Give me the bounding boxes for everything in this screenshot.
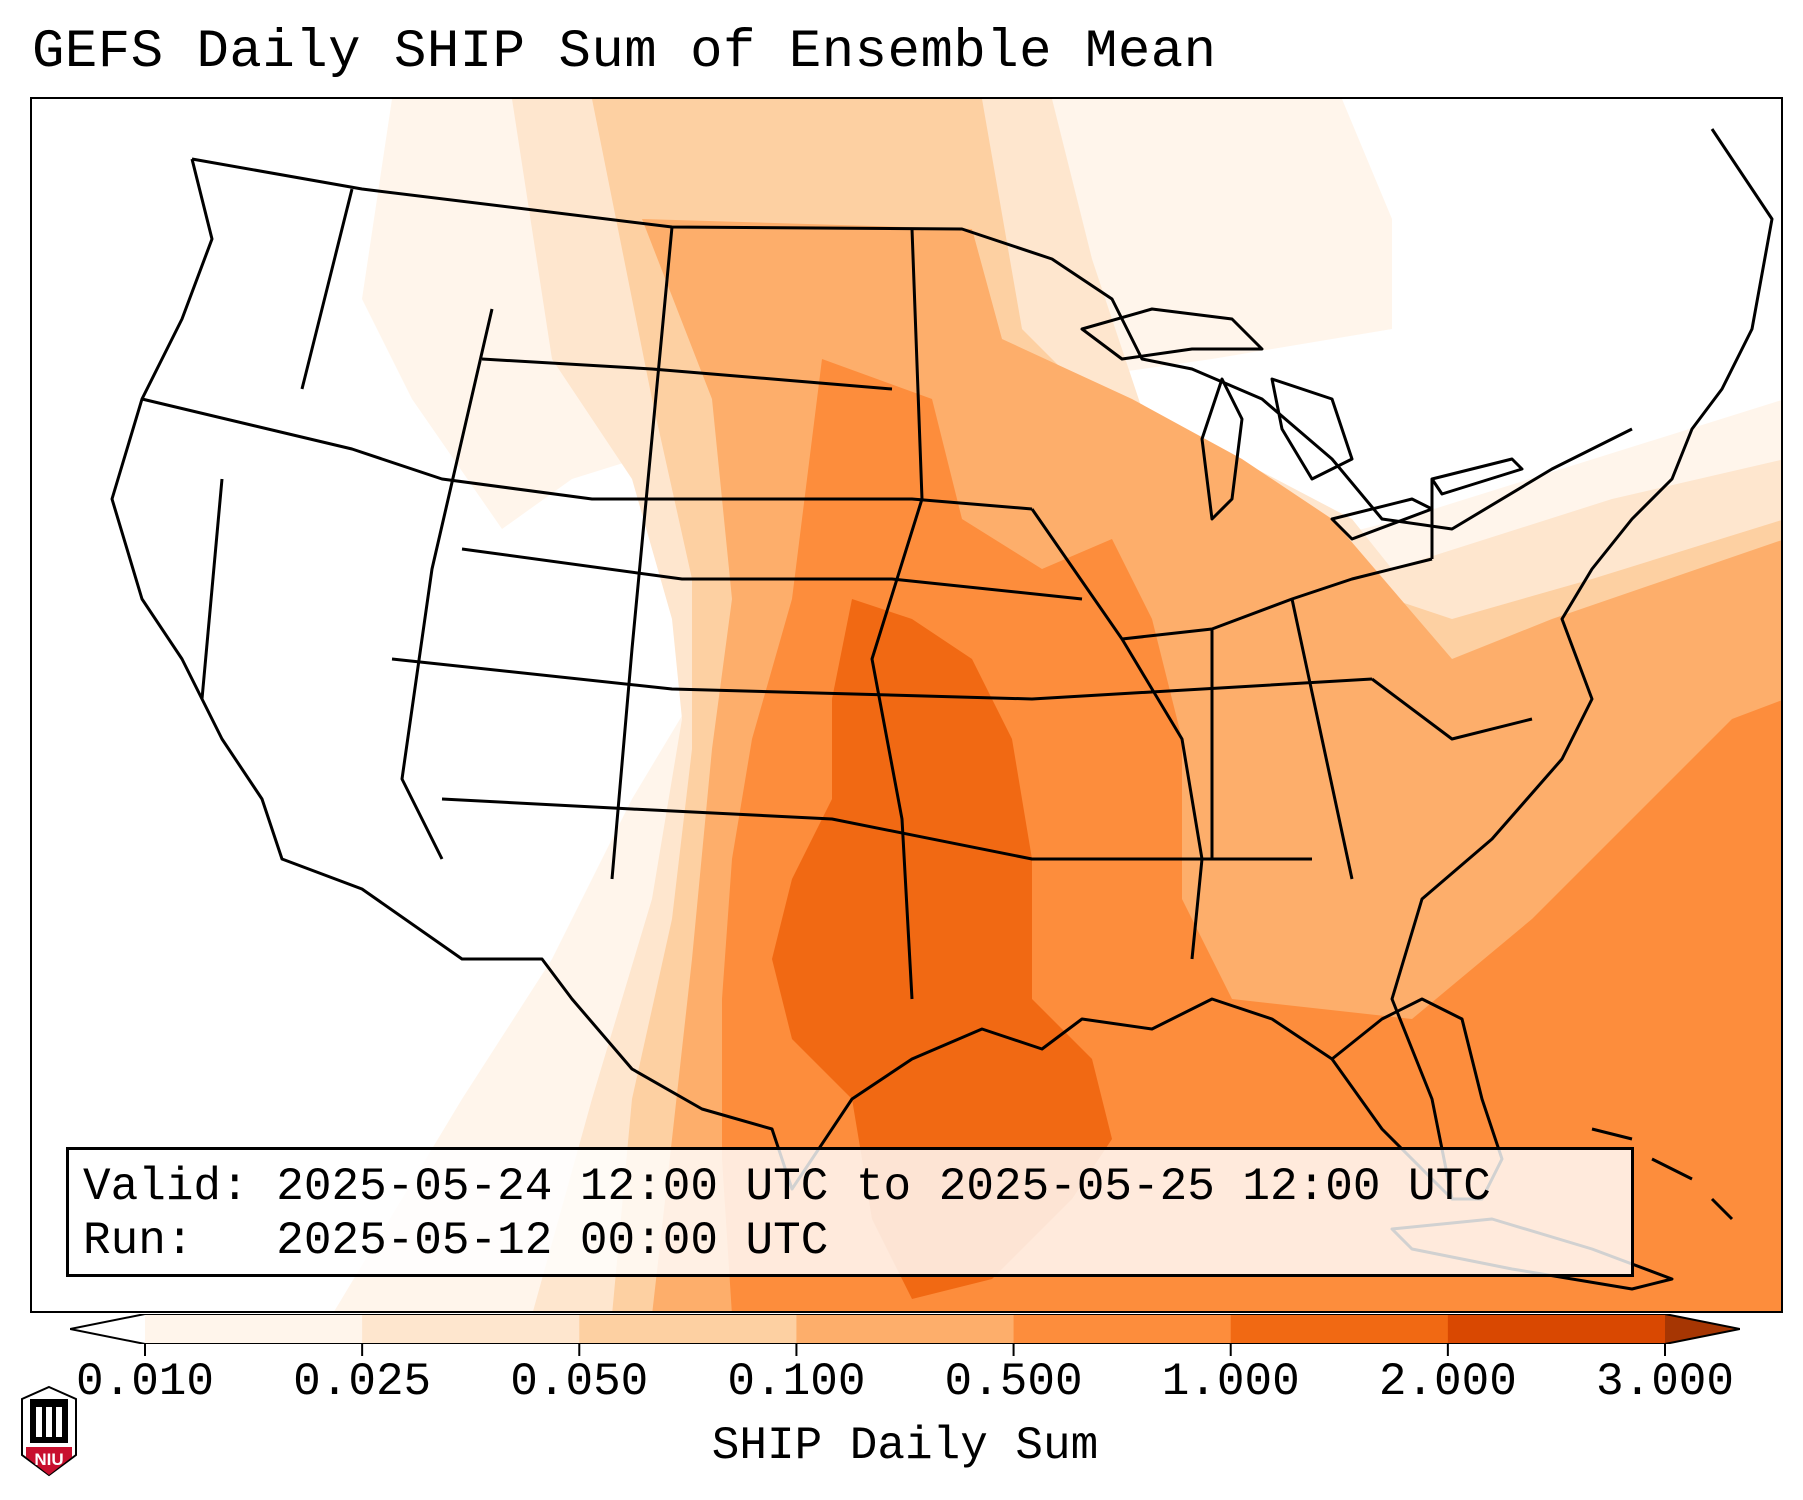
state-line-10: [441, 797, 1312, 861]
state-line-1: [141, 397, 1033, 511]
colorbar-tick-label: 0.500: [944, 1356, 1083, 1408]
lake-ontario: [1430, 457, 1524, 496]
valid-line: Valid: 2025-05-24 12:00 UTC to 2025-05-2…: [83, 1160, 1617, 1214]
colorbar-segment: [796, 1314, 1015, 1344]
colorbar: [70, 1314, 1740, 1344]
colorbar-tick-label: 2.000: [1378, 1356, 1517, 1408]
colorbar-segments: [70, 1314, 1740, 1344]
colorbar-segment: [145, 1314, 363, 1344]
colorbar-segment: [579, 1314, 797, 1344]
map-panel: [30, 97, 1783, 1313]
ship-shading: [334, 99, 1781, 1311]
colorbar-extend-high: [1665, 1314, 1740, 1344]
state-line-15: [1371, 677, 1533, 741]
state-line-7: [391, 657, 1373, 701]
colorbar-tick-label: 0.100: [727, 1356, 866, 1408]
state-line-14: [1290, 598, 1354, 880]
colorbar-segment: [1013, 1314, 1232, 1344]
colorbar-ticks: [144, 1344, 1666, 1356]
map-title: GEFS Daily SHIP Sum of Ensemble Mean: [32, 22, 1217, 83]
shade-dark-orange: [772, 599, 1112, 1299]
run-label: Run:: [83, 1215, 194, 1267]
state-line-2: [300, 188, 354, 390]
canada-border: [191, 157, 1633, 531]
colorbar-title: SHIP Daily Sum: [711, 1420, 1099, 1472]
state-line-8: [461, 547, 1083, 601]
lake-erie: [1330, 497, 1434, 541]
colorbar-segment: [362, 1314, 580, 1344]
valid-label: Valid:: [83, 1161, 249, 1213]
valid-value: 2025-05-24 12:00 UTC to 2025-05-25 12:00…: [276, 1161, 1491, 1213]
lake-huron: [1270, 377, 1354, 481]
valid-time-box: Valid: 2025-05-24 12:00 UTC to 2025-05-2…: [66, 1147, 1634, 1277]
niu-logo: NIU: [21, 1385, 77, 1477]
logo-text: NIU: [34, 1450, 63, 1469]
bahamas: [1591, 1127, 1734, 1221]
run-line: Run: 2025-05-12 00:00 UTC: [83, 1214, 1617, 1268]
colorbar-segment: [1230, 1314, 1449, 1344]
us-outline: [110, 128, 1774, 1201]
colorbar-tick-label: 0.010: [75, 1356, 215, 1408]
colorbar-tick-label: 1.000: [1161, 1356, 1300, 1408]
run-value: 2025-05-12 00:00 UTC: [276, 1215, 829, 1267]
state-line-9: [481, 357, 893, 391]
state-line-4: [200, 478, 224, 700]
colorbar-tick-label: 0.025: [293, 1356, 432, 1408]
map-borders: [110, 128, 1774, 1291]
lake-superior: [1080, 307, 1264, 361]
state-line-5: [610, 226, 674, 880]
ship-map: [110, 99, 1781, 1311]
colorbar-tick-label: 3.000: [1595, 1356, 1735, 1408]
lake-michigan: [1200, 377, 1244, 521]
colorbar-tick-label: 0.050: [510, 1356, 649, 1408]
colorbar-segment: [1447, 1314, 1666, 1344]
colorbar-extend-low: [70, 1314, 145, 1344]
state-line-6: [870, 228, 924, 1000]
state-line-11: [1030, 508, 1204, 960]
state-line-3: [400, 308, 494, 860]
